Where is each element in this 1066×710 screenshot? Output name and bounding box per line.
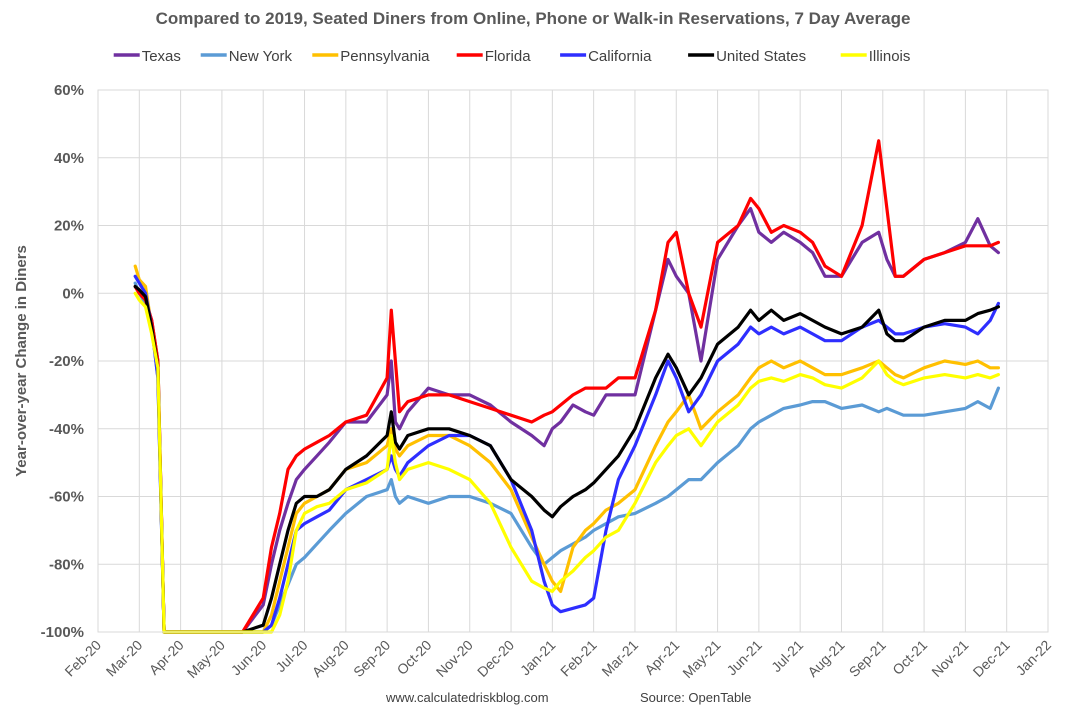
y-axis-ticks: 60% 40% 20% 0% -20% -40% -60% -80% -100% — [41, 82, 84, 641]
footer-source: Source: OpenTable — [640, 690, 751, 705]
legend-label: Florida — [485, 48, 532, 65]
legend-label: Illinois — [869, 48, 911, 65]
y-tick-label: 20% — [54, 218, 84, 235]
y-tick-label: 0% — [62, 285, 84, 302]
legend-item-florida: Florida — [456, 48, 532, 65]
y-tick-label: 60% — [54, 82, 84, 99]
y-tick-label: -100% — [41, 624, 84, 641]
series-line-united-states — [133, 284, 1001, 634]
legend-label: United States — [716, 48, 806, 65]
y-tick-label: -20% — [49, 353, 84, 370]
y-tick-label: -40% — [49, 421, 84, 438]
legend-label: California — [588, 48, 652, 65]
legend-item-new-york: New York — [200, 48, 293, 65]
y-tick-label: 40% — [54, 150, 84, 167]
legend-item-illinois: Illinois — [840, 48, 911, 65]
plot-area-border — [97, 89, 1049, 633]
y-tick-label: -80% — [49, 556, 84, 573]
footer-website: www.calculatedriskblog.com — [385, 690, 549, 705]
legend-label: Pennsylvania — [340, 48, 430, 65]
y-axis-label: Year-over-year Change in Diners — [13, 245, 30, 477]
legend: Texas New York Pennsylvania Florida Californ… — [113, 48, 911, 65]
legend-label: Texas — [142, 48, 181, 65]
legend-item-pennsylvania: Pennsylvania — [312, 48, 430, 65]
legend-item-texas: Texas — [113, 48, 181, 65]
legend-item-united-states: United States — [688, 48, 806, 65]
legend-label: New York — [229, 48, 293, 65]
series-line-florida — [133, 139, 1001, 634]
y-tick-label: -60% — [49, 489, 84, 506]
legend-item-california: California — [560, 48, 652, 65]
chart-title: Compared to 2019, Seated Diners from Onl… — [156, 9, 911, 28]
